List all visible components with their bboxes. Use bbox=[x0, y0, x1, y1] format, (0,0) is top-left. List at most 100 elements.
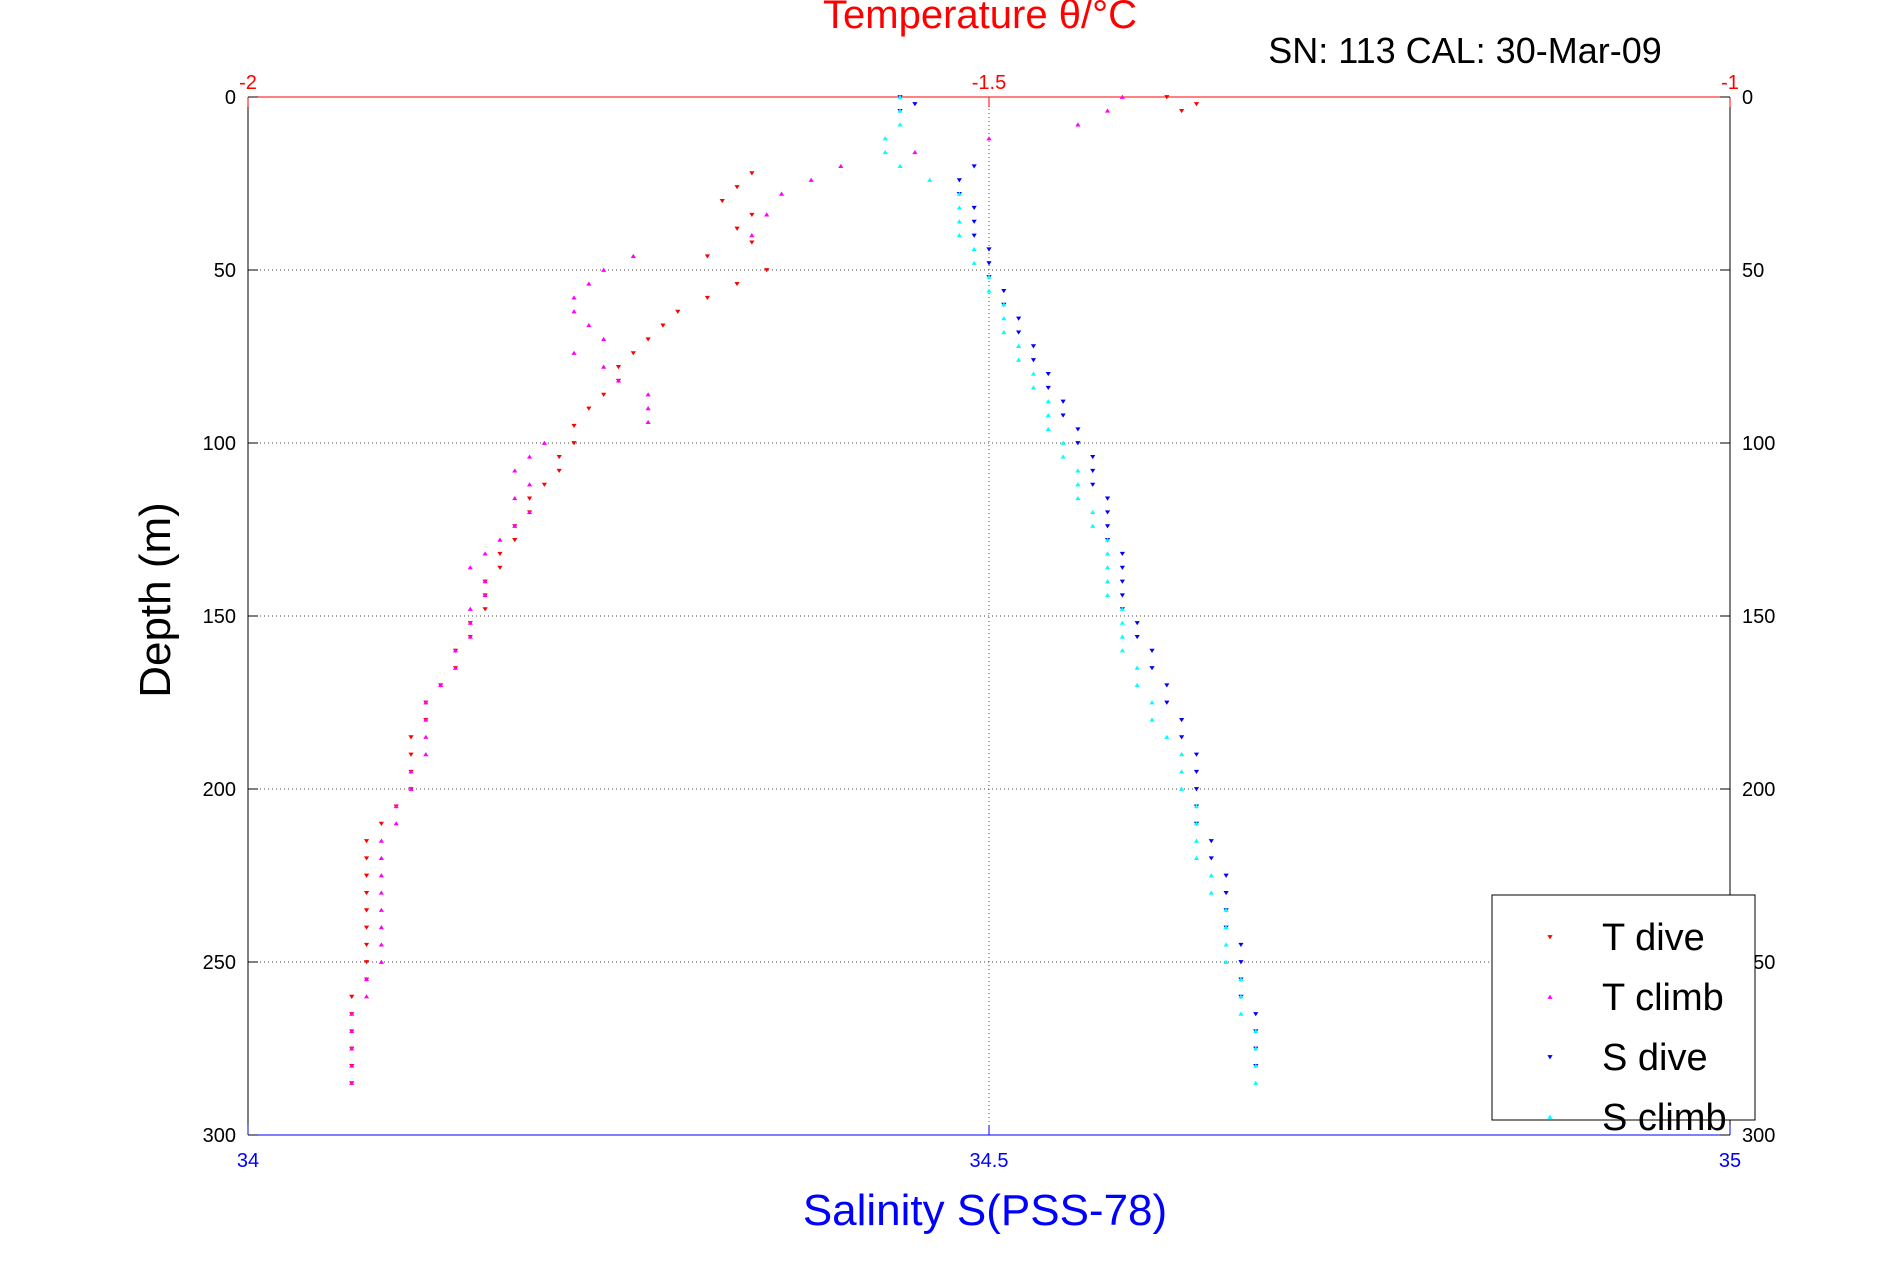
t-dive-point bbox=[349, 994, 355, 999]
s-dive-point bbox=[1253, 1012, 1259, 1017]
t-dive-point bbox=[1164, 95, 1170, 100]
t-dive-point bbox=[660, 323, 666, 328]
s-dive-point bbox=[1193, 769, 1200, 775]
t-climb-point bbox=[601, 336, 607, 342]
s-dive-point bbox=[1119, 593, 1125, 598]
t-climb-point bbox=[423, 752, 429, 757]
t-dive-point bbox=[526, 496, 533, 501]
s-dive-point bbox=[1238, 942, 1244, 948]
legend-label: T dive bbox=[1602, 917, 1705, 959]
s-dive-point bbox=[1164, 683, 1170, 688]
salinity-tick-label: 34 bbox=[237, 1150, 259, 1172]
s-dive-point bbox=[1134, 634, 1140, 640]
t-climb-point bbox=[349, 1011, 355, 1016]
s-dive-point bbox=[986, 247, 992, 252]
t-dive-point bbox=[734, 282, 740, 287]
t-climb-point bbox=[601, 364, 607, 369]
t-climb-point bbox=[749, 233, 755, 238]
t-climb-point bbox=[378, 890, 384, 895]
t-climb-point bbox=[349, 1080, 355, 1085]
t-climb-point bbox=[482, 551, 488, 556]
t-dive-point bbox=[675, 309, 681, 314]
s-climb-point bbox=[1001, 302, 1007, 307]
s-climb-point bbox=[897, 108, 903, 113]
t-climb-point bbox=[393, 803, 399, 809]
s-climb-point bbox=[1104, 565, 1111, 570]
t-climb-point bbox=[615, 378, 622, 383]
t-climb-point bbox=[423, 700, 429, 705]
t-climb-point bbox=[482, 592, 488, 598]
s-dive-point bbox=[1016, 330, 1022, 335]
s-climb-point bbox=[1238, 1011, 1244, 1016]
t-climb-point bbox=[378, 907, 384, 912]
t-climb-point bbox=[838, 163, 844, 169]
t-climb-point bbox=[363, 994, 370, 999]
depth-tick-label-right: 50 bbox=[1742, 260, 1764, 282]
t-climb-point bbox=[393, 821, 399, 826]
t-dive-point bbox=[719, 198, 725, 204]
t-climb-point bbox=[378, 838, 384, 843]
s-dive-point bbox=[1238, 960, 1244, 965]
t-climb-point bbox=[764, 212, 770, 217]
depth-tick-label-left: 100 bbox=[203, 433, 236, 455]
t-climb-point bbox=[363, 976, 370, 982]
s-dive-point bbox=[1045, 385, 1051, 390]
t-dive-point bbox=[363, 890, 370, 896]
t-climb-point bbox=[423, 717, 429, 722]
s-climb-point bbox=[1060, 440, 1066, 445]
t-climb-point bbox=[512, 468, 518, 473]
t-dive-point bbox=[704, 295, 711, 301]
depth-tick-label-left: 150 bbox=[203, 606, 236, 628]
s-climb-point bbox=[1223, 959, 1229, 964]
s-climb-point bbox=[956, 233, 962, 238]
s-dive-point bbox=[956, 178, 962, 183]
s-dive-point bbox=[1104, 510, 1111, 515]
s-climb-point bbox=[1193, 855, 1200, 861]
s-climb-point bbox=[927, 177, 933, 182]
s-dive-point bbox=[912, 102, 918, 107]
s-dive-point bbox=[1208, 839, 1214, 844]
depth-tick-label-left: 300 bbox=[203, 1125, 236, 1147]
s-climb-point bbox=[882, 150, 888, 155]
legend-box bbox=[1491, 894, 1756, 1121]
y-axis-label: Depth (m) bbox=[131, 502, 180, 698]
t-climb-point bbox=[452, 665, 459, 670]
s-climb-point bbox=[1104, 592, 1111, 598]
s-climb-point bbox=[1164, 734, 1170, 739]
t-climb-point bbox=[467, 565, 473, 570]
t-climb-point bbox=[645, 406, 651, 411]
t-dive-point bbox=[586, 406, 592, 411]
s-climb-point bbox=[1238, 976, 1244, 982]
t-climb-point bbox=[378, 873, 384, 878]
t-climb-point bbox=[645, 419, 651, 425]
s-climb-point bbox=[1030, 385, 1037, 390]
s-climb-point bbox=[971, 246, 977, 252]
s-climb-point bbox=[956, 219, 962, 224]
s-climb-point bbox=[956, 191, 962, 196]
t-dive-point bbox=[734, 226, 740, 231]
depth-tick-label-left: 250 bbox=[203, 952, 236, 974]
t-climb-point bbox=[586, 281, 592, 286]
t-dive-point bbox=[630, 351, 636, 356]
s-dive-point bbox=[1149, 648, 1155, 653]
s-climb-point bbox=[897, 122, 903, 127]
t-dive-point bbox=[363, 908, 370, 913]
t-dive-point bbox=[363, 873, 370, 878]
t-climb-point bbox=[571, 309, 577, 314]
t-climb-point bbox=[912, 150, 918, 155]
t-dive-point bbox=[734, 185, 740, 190]
s-dive-point bbox=[1075, 427, 1081, 432]
s-climb-point bbox=[1253, 1063, 1259, 1068]
data-points bbox=[349, 94, 1259, 1086]
s-climb-point bbox=[1208, 873, 1214, 878]
s-dive-point bbox=[1001, 288, 1007, 294]
t-dive-point bbox=[363, 960, 370, 965]
s-climb-point bbox=[1001, 316, 1007, 321]
t-climb-point bbox=[526, 482, 533, 487]
legend-marker bbox=[1547, 994, 1553, 999]
t-dive-point bbox=[378, 821, 384, 826]
legend-marker bbox=[1547, 935, 1553, 940]
t-dive-point bbox=[512, 538, 518, 543]
s-climb-point bbox=[1223, 925, 1229, 930]
depth-tick-label-right: 100 bbox=[1742, 433, 1775, 455]
